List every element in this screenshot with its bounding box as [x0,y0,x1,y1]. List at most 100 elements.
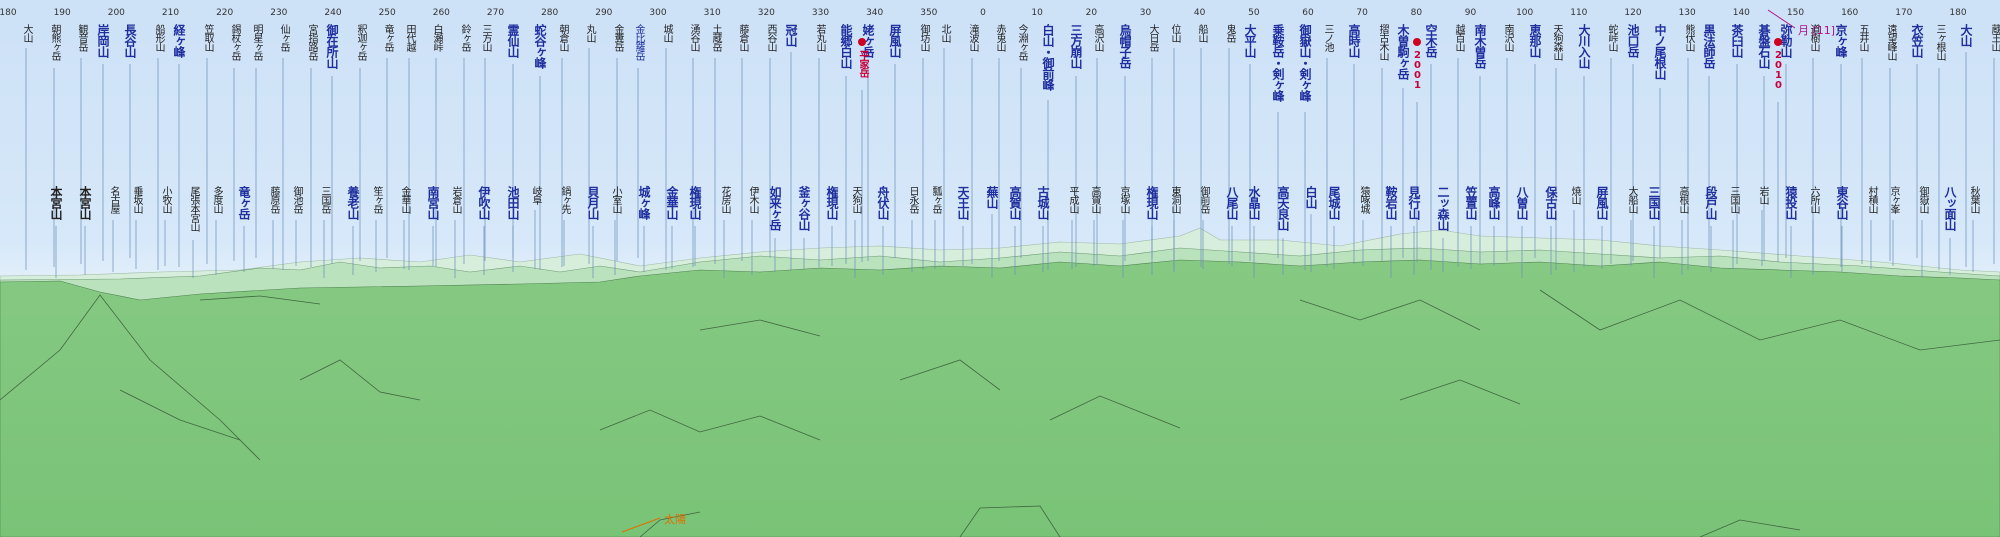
mountain-label-near[interactable]: 本宮山 [49,186,63,219]
mountain-label-near[interactable]: 小室山 [610,186,621,213]
mountain-label-far[interactable]: 高時山 [1347,24,1361,57]
mountain-label-near[interactable]: 如来ヶ岳 [768,186,782,230]
mountain-label-far[interactable]: 大日岳 [1147,24,1158,51]
mountain-label-near[interactable]: 高賀山 [1008,186,1022,219]
mountain-label-far[interactable]: 経ヶ峰 [172,24,186,57]
mountain-label-near[interactable]: 岐阜 [530,186,541,204]
mountain-label-far[interactable]: 滝波山 [967,24,978,51]
mountain-label-far[interactable]: 鬼岳 [1224,24,1235,42]
mountain-label-near[interactable]: 竜ヶ岳 [237,186,251,219]
mountain-label-far[interactable]: 朝熊ヶ岳 [49,24,60,60]
mountain-label-far[interactable]: 摺古木山 [1377,24,1388,60]
mountain-label-far[interactable]: 三ノ池 [1322,24,1333,51]
mountain-label-near[interactable]: 日永岳 [907,186,918,213]
mountain-label-far[interactable]: 中ノ尾根山 [1653,24,1667,79]
mountain-label-far[interactable]: 道樹山 [1808,24,1819,51]
mountain-label-far[interactable]: 朝倉山 [557,24,568,51]
mountain-label-far[interactable]: 乗鞍岳・剣ヶ峰 [1271,24,1285,101]
mountain-label-far[interactable]: 黒法師岳 [1702,24,1716,68]
mountain-label-far[interactable]: 湧谷山 [688,24,699,51]
mountain-label-far[interactable]: 西谷山 [765,24,776,51]
mountain-label-near[interactable]: 城ヶ峰 [637,186,651,219]
mountain-label-far[interactable]: 土蔵岳 [710,24,721,51]
mountain-label-far[interactable]: 蛇谷ヶ峰 [533,24,547,68]
mountain-label-near[interactable]: 八尾山 [1225,186,1239,219]
mountain-label-near[interactable]: 鞍岩山 [1384,186,1398,219]
mountain-label-far[interactable]: 若丸山 [814,24,825,51]
mountain-label-near[interactable]: 藤原岳 [268,186,279,213]
mountain-label-far[interactable]: 京ヶ峰 [1834,24,1848,57]
mountain-label-near[interactable]: 瓢ヶ岳 [930,186,941,213]
mountain-label-far[interactable]: 金比羅岳 [633,24,644,60]
mountain-label-near[interactable]: 三国山 [1647,186,1661,219]
mountain-label-near[interactable]: 蕪山 [985,186,999,208]
mountain-label-near[interactable]: 高峰山 [1487,186,1501,219]
mountain-label-far[interactable]: 池口岳 [1626,24,1640,57]
peak-marker-label[interactable]: 平家岳 [857,50,868,77]
mountain-label-near[interactable]: 伊木山 [747,186,758,213]
mountain-label-far[interactable]: 恵那山 [1528,24,1542,57]
mountain-label-far[interactable]: 屏風山 [888,24,902,57]
mountain-label-far[interactable]: 南沢山 [1502,24,1513,51]
mountain-label-far[interactable]: 高沢山 [1092,24,1103,51]
mountain-label-near[interactable]: 高根山 [1677,186,1688,213]
mountain-label-near[interactable]: 八曽山 [1515,186,1529,219]
mountain-label-far[interactable]: 空木岳 [1424,24,1438,57]
mountain-label-far[interactable]: 船山 [1196,24,1207,42]
mountain-label-far[interactable]: 竜ヶ岳 [382,24,393,51]
mountain-label-far[interactable]: 霊仙山 [506,24,520,57]
mountain-label-far[interactable]: 姥ヶ岳 [861,24,875,57]
mountain-label-far[interactable]: 大川入山 [1577,24,1591,68]
mountain-label-near[interactable]: 天狗山 [850,186,861,213]
mountain-label-far[interactable]: 仙ヶ岳 [278,24,289,51]
mountain-label-near[interactable]: 高天良山 [1276,186,1290,230]
mountain-label-near[interactable]: 京ヶ峯 [1888,186,1899,213]
mountain-label-far[interactable]: 弥勒山 [1779,24,1793,57]
mountain-label-far[interactable]: 蛇峠山 [1606,24,1617,51]
mountain-label-far[interactable]: 御在所山 [325,24,339,68]
mountain-label-near[interactable]: 本宮山 [78,186,92,219]
mountain-label-near[interactable]: 猿投山 [1784,186,1798,219]
mountain-label-far[interactable]: 越百山 [1453,24,1464,51]
mountain-label-far[interactable]: 三ヶ根山 [1934,24,1945,60]
mountain-label-far[interactable]: 烏帽子岳 [1118,24,1132,68]
mountain-label-near[interactable]: 保古山 [1544,186,1558,219]
mountain-label-near[interactable]: 金華山 [665,186,679,219]
mountain-label-near[interactable]: 猿啄城 [1358,186,1369,213]
mountain-label-far[interactable]: 白瀬峠 [431,24,442,51]
mountain-label-far[interactable]: 錫杖ヶ岳 [229,24,240,60]
mountain-label-near[interactable]: 岩山 [1757,186,1768,204]
mountain-label-near[interactable]: 東洞山 [1169,186,1180,213]
mountain-label-far[interactable]: 蔵王山 [1989,24,2000,51]
mountain-label-far[interactable]: 御嶽山・剣ヶ峰 [1298,24,1312,101]
mountain-label-far[interactable]: 北山 [939,24,950,42]
mountain-label-near[interactable]: 垂坂山 [131,186,142,213]
mountain-label-far[interactable]: 観音岳 [76,24,87,51]
mountain-label-near[interactable]: 釜ヶ谷山 [797,186,811,230]
mountain-label-near[interactable]: 名古屋 [108,186,119,213]
mountain-label-near[interactable]: 権現山 [1145,186,1159,219]
mountain-label-near[interactable]: 三国岳 [319,186,330,213]
mountain-label-far[interactable]: 冠山 [784,24,798,46]
mountain-label-far[interactable]: 遠望峰山 [1885,24,1896,60]
mountain-label-far[interactable]: 碁盤石山 [1757,24,1771,68]
mountain-label-near[interactable]: 金華山 [399,186,410,213]
mountain-label-near[interactable]: 貝月山 [586,186,600,219]
mountain-label-near[interactable]: 段戸山 [1704,186,1718,219]
mountain-label-near[interactable]: 御前岳 [1198,186,1209,213]
mountain-label-far[interactable]: 笠取山 [202,24,213,51]
mountain-label-far[interactable]: 赤兎山 [994,24,1005,51]
mountain-label-far[interactable]: 釈迦ヶ岳 [355,24,366,60]
mountain-label-near[interactable]: 鍋ヶ先 [559,186,570,213]
mountain-label-near[interactable]: 尾張本宮山 [188,186,199,231]
mountain-label-near[interactable]: 三国山 [1728,186,1739,213]
peak-marker-label[interactable]: 2001 [1412,50,1423,90]
peak-marker-dot[interactable] [1774,38,1782,46]
mountain-label-near[interactable]: 秋葉山 [1968,186,1979,213]
mountain-label-near[interactable]: 焼山 [1569,186,1580,204]
mountain-label-far[interactable]: 大山 [21,24,32,42]
mountain-label-far[interactable]: 南木曽岳 [1473,24,1487,68]
mountain-label-far[interactable]: 明星ヶ岳 [251,24,262,60]
mountain-label-far[interactable]: 木曽駒ヶ岳 [1396,24,1410,79]
